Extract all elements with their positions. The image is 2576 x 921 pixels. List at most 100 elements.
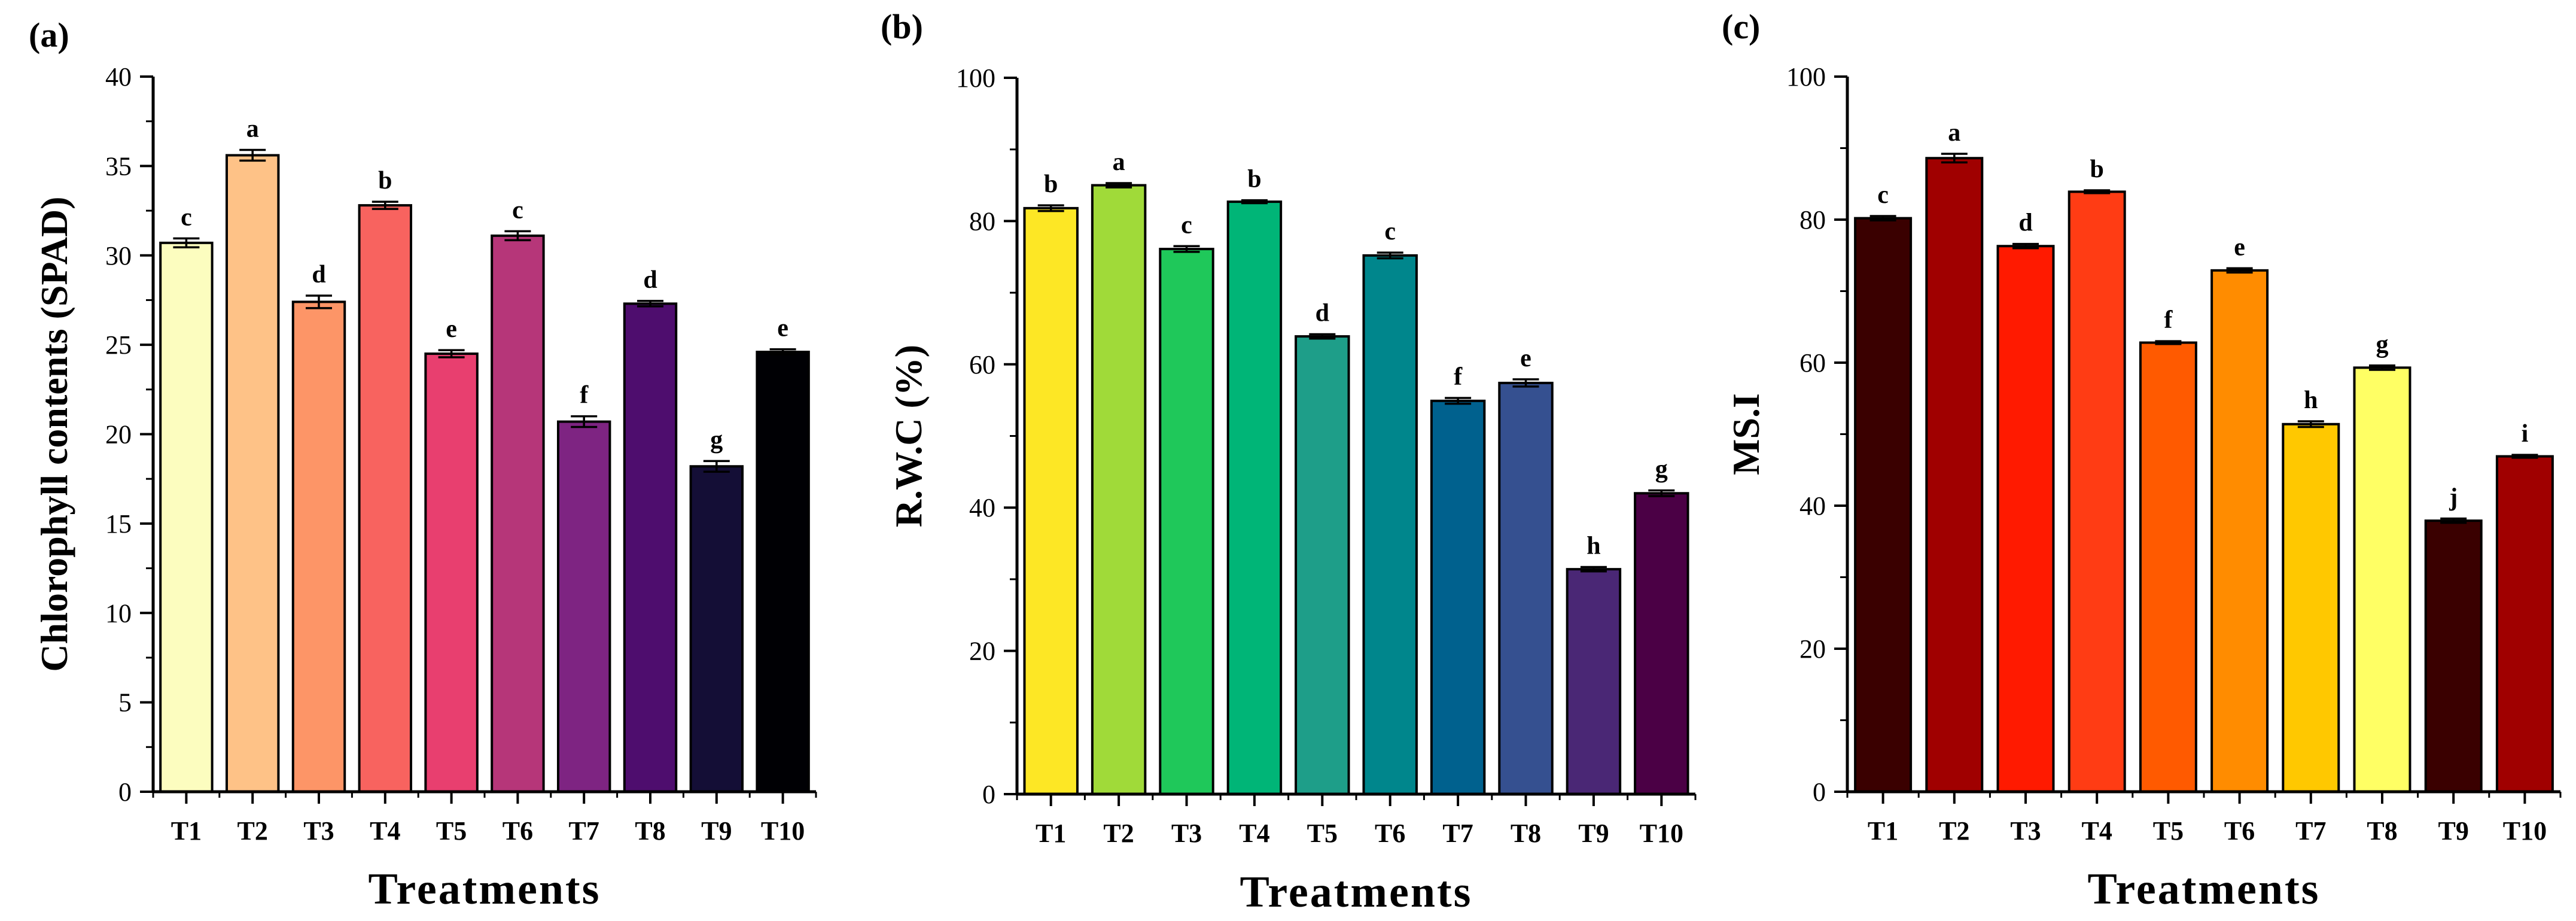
y-tick-label: 100: [1786, 62, 1826, 92]
y-tick-label: 5: [118, 688, 132, 718]
significance-letter: a: [1113, 148, 1125, 176]
significance-letter: d: [312, 261, 325, 288]
y-tick-label: 40: [969, 493, 995, 522]
x-tick-label: T5: [436, 816, 467, 846]
x-tick-label: T6: [503, 816, 533, 846]
bar-t9: [1566, 568, 1622, 796]
y-tick-label: 60: [969, 350, 995, 379]
panel-label: (c): [1722, 7, 1760, 46]
bar-t4: [2068, 190, 2126, 793]
y-tick-label: 35: [105, 151, 132, 181]
x-tick-label: T1: [171, 816, 202, 846]
significance-letter: f: [1454, 363, 1463, 391]
error-bar-t2: [239, 148, 266, 162]
bar-t2: [225, 154, 280, 794]
significance-letter: j: [2449, 484, 2458, 512]
error-bar-t9: [1580, 566, 1607, 573]
significance-letter: c: [512, 196, 523, 224]
bar-t10: [1634, 492, 1689, 795]
error-bar-t4: [2084, 189, 2111, 194]
x-tick-label: T4: [1239, 819, 1269, 848]
bar-t5: [2139, 341, 2197, 793]
bar-t1: [1023, 206, 1079, 795]
significance-letter: c: [1877, 181, 1889, 209]
bar-t5: [1295, 335, 1350, 795]
x-tick-label: T2: [237, 816, 268, 846]
error-bar-t2: [1106, 182, 1132, 189]
bar-t9: [689, 465, 744, 793]
panel-label: (b): [881, 7, 923, 46]
error-bar-t6: [504, 230, 531, 242]
x-tick-label: T4: [2082, 816, 2112, 846]
bar-t1: [159, 241, 214, 793]
error-bar-t7: [2297, 420, 2324, 428]
x-tick-label: T1: [1036, 819, 1066, 848]
significance-letter: e: [1520, 345, 1531, 372]
significance-letter: d: [643, 266, 657, 294]
y-tick-label: 80: [1799, 205, 1826, 235]
error-bar-t10: [769, 348, 796, 356]
significance-letter: b: [1044, 171, 1058, 198]
y-tick-label: 15: [105, 509, 132, 539]
bar-t1: [1854, 217, 1913, 793]
panel-label: (a): [29, 16, 69, 54]
significance-letter: a: [246, 115, 259, 142]
bar-t4: [1226, 200, 1283, 795]
error-bar-t8: [637, 300, 663, 308]
significance-letter: f: [580, 382, 589, 409]
x-tick-label: T5: [1307, 819, 1338, 848]
error-bar-t1: [173, 237, 200, 249]
x-tick-label: T7: [569, 816, 599, 846]
x-tick-label: T8: [635, 816, 665, 846]
significance-letter: h: [1587, 533, 1600, 560]
bar-t2: [1925, 157, 1984, 794]
significance-letter: f: [2164, 306, 2173, 334]
error-bar-t3: [306, 294, 332, 309]
error-bar-t1: [1037, 204, 1064, 212]
bar-t7: [556, 420, 611, 793]
error-bar-t7: [571, 415, 598, 428]
bar-t8: [2353, 366, 2411, 793]
error-bar-t6: [1377, 251, 1403, 260]
x-tick-label: T8: [1511, 819, 1541, 848]
x-tick-label: T6: [2224, 816, 2255, 846]
x-tick-label: T4: [370, 816, 400, 846]
bar-t7: [1430, 399, 1486, 795]
error-bar-t1: [1869, 215, 1896, 221]
significance-letter: c: [181, 203, 192, 231]
y-tick-label: 0: [1813, 777, 1826, 807]
x-tick-label: T9: [701, 816, 732, 846]
y-tick-label: 20: [1799, 634, 1826, 664]
bar-t6: [2210, 269, 2269, 794]
y-tick-label: 25: [105, 330, 132, 360]
x-tick-label: T10: [1640, 819, 1683, 848]
significance-letter: c: [1384, 218, 1396, 245]
significance-letter: e: [777, 315, 788, 342]
x-tick-label: T10: [761, 816, 805, 846]
y-axis-title: R.W.C (%): [887, 345, 930, 527]
bar-t3: [1996, 245, 2055, 793]
x-tick-label: T7: [2295, 816, 2326, 846]
x-tick-label: T1: [1868, 816, 1898, 846]
error-bar-t5: [1309, 333, 1336, 340]
significance-letter: g: [2376, 331, 2389, 358]
error-bar-t5: [2155, 340, 2182, 345]
bar-t8: [1498, 381, 1554, 795]
significance-letter: d: [2018, 209, 2032, 237]
bar-t5: [424, 352, 479, 793]
error-bar-t9: [703, 460, 730, 473]
y-tick-label: 20: [969, 637, 995, 666]
y-tick-label: 40: [105, 62, 132, 92]
significance-letter: g: [1655, 455, 1668, 483]
bar-t10: [2495, 455, 2554, 793]
x-tick-label: T7: [1442, 819, 1473, 848]
bar-t3: [1159, 248, 1214, 795]
error-bar-t9: [2440, 517, 2467, 524]
bar-t9: [2424, 519, 2483, 793]
y-tick-label: 40: [1799, 491, 1826, 521]
y-axis-title: MS.I: [1725, 393, 1767, 475]
significance-letter: b: [2090, 156, 2104, 183]
significance-letter: a: [1948, 119, 1960, 147]
bar-t3: [291, 300, 346, 793]
y-tick-label: 0: [118, 777, 132, 807]
